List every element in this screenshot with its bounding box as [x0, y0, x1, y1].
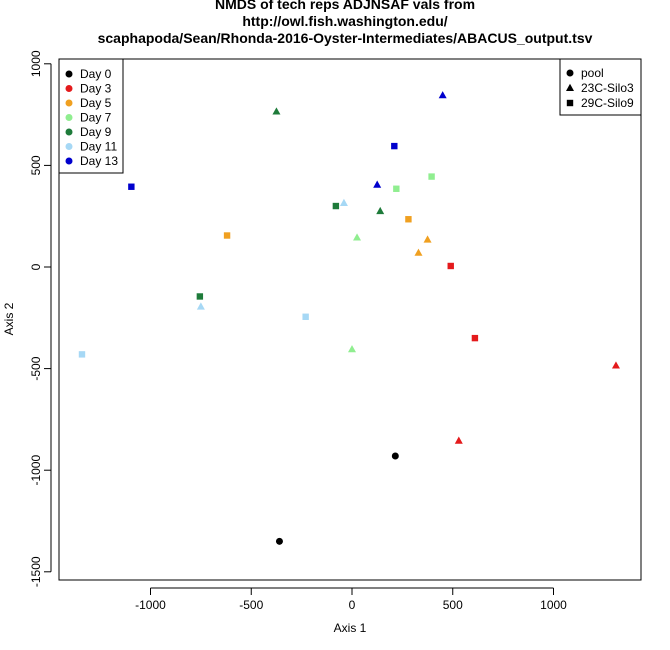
day-legend-marker — [65, 143, 73, 150]
day-legend-label: Day 13 — [80, 154, 118, 168]
day-legend-marker — [65, 114, 73, 121]
day-legend-label: Day 5 — [80, 96, 112, 110]
y-tick-label: 1000 — [29, 50, 43, 77]
x-tick-label: 0 — [349, 598, 356, 612]
data-point — [454, 436, 463, 444]
data-point — [339, 198, 348, 206]
day-legend-label: Day 0 — [80, 67, 112, 81]
data-point — [471, 334, 479, 342]
x-tick-label: 1000 — [540, 598, 567, 612]
data-point — [405, 216, 412, 223]
shape-legend-label: 29C-Silo9 — [581, 96, 634, 110]
data-points — [78, 91, 620, 545]
data-point — [611, 361, 620, 369]
x-axis: -1000 -500 0 500 1000 — [135, 587, 567, 612]
y-tick-label: 500 — [29, 155, 43, 175]
day-legend-marker — [65, 70, 73, 78]
shape-legend-label: pool — [581, 66, 604, 80]
day-legend-label: Day 11 — [80, 140, 117, 154]
data-point — [423, 235, 432, 243]
y-axis-label: Axis 2 — [2, 302, 16, 335]
day-legend-marker — [65, 157, 73, 165]
day-legend-marker — [65, 99, 73, 107]
data-point — [223, 232, 231, 239]
data-point — [376, 206, 385, 215]
data-point — [196, 302, 205, 310]
data-point — [78, 351, 86, 358]
data-point — [196, 293, 204, 300]
title-line-1: NMDS of tech reps ADJNSAF vals from — [215, 0, 475, 12]
shape-legend-marker — [566, 69, 574, 77]
y-axis: -1500 -1000 -500 0 500 1000 — [29, 50, 52, 587]
shape-legend-marker — [566, 99, 574, 107]
y-tick-label: -500 — [29, 356, 43, 380]
data-point — [128, 183, 135, 190]
title-line-2: http://owl.fish.washington.edu/ — [242, 13, 447, 29]
shape-legend-marker — [566, 83, 574, 91]
x-tick-label: -500 — [239, 598, 263, 612]
data-point — [302, 313, 309, 320]
y-tick-label: -1500 — [29, 556, 43, 587]
data-point — [348, 345, 356, 353]
y-tick-label: 0 — [29, 263, 43, 270]
data-point — [391, 452, 399, 460]
plot-frame — [58, 58, 642, 581]
data-point — [447, 262, 454, 270]
data-point — [428, 173, 435, 180]
data-point — [332, 202, 340, 210]
chart-title: NMDS of tech reps ADJNSAF vals from http… — [98, 0, 593, 46]
data-point — [272, 107, 281, 115]
data-point — [393, 185, 400, 192]
x-tick-label: 500 — [443, 598, 463, 612]
day-legend-label: Day 7 — [80, 111, 112, 125]
data-point — [373, 180, 382, 188]
shape-legend-box — [559, 58, 642, 116]
title-line-3: scaphapoda/Sean/Rhonda-2016-Oyster-Inter… — [98, 30, 593, 46]
data-point — [353, 233, 362, 241]
x-axis-label: Axis 1 — [334, 621, 367, 635]
shape-legend-label: 23C-Silo3 — [581, 81, 634, 95]
x-tick-label: -1000 — [135, 598, 166, 612]
data-point — [391, 142, 398, 150]
day-legend-marker — [65, 128, 73, 136]
data-point — [275, 537, 283, 545]
day-legend-marker — [65, 85, 73, 92]
data-point — [438, 91, 447, 99]
day-legend-label: Day 9 — [80, 125, 112, 139]
y-tick-label: -1000 — [29, 455, 43, 486]
data-point — [414, 248, 423, 256]
day-legend-label: Day 3 — [80, 82, 112, 96]
